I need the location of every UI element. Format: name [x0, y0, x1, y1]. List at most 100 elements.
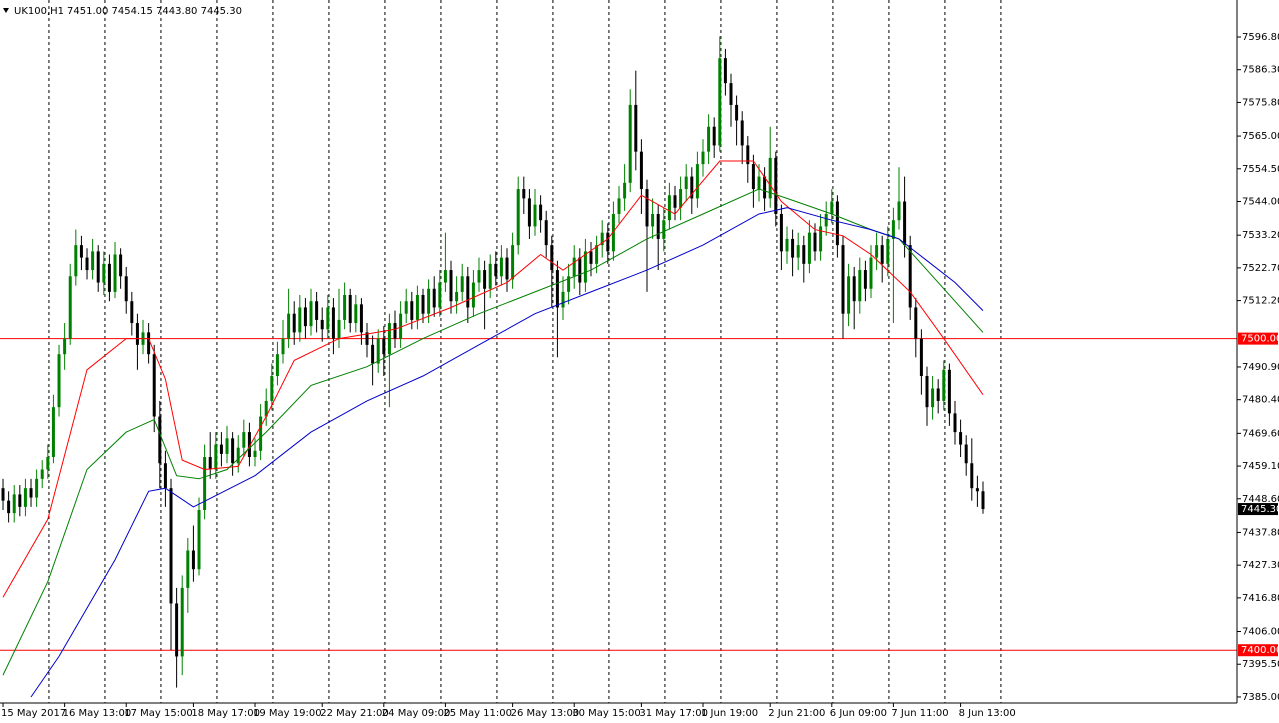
- candle-body: [337, 319, 341, 339]
- x-tick-label: 15 May 2017: [1, 708, 66, 719]
- candle-body: [656, 213, 660, 239]
- candle-body: [113, 254, 117, 292]
- candle-body: [287, 313, 291, 339]
- candle-body: [343, 294, 347, 320]
- y-tick-label: 7480.40: [1242, 395, 1279, 406]
- candle-body: [746, 145, 750, 165]
- candle-body: [835, 201, 839, 246]
- candle-body: [723, 58, 727, 84]
- candle-body: [85, 257, 89, 271]
- candle-body: [410, 301, 414, 320]
- candle-body: [623, 182, 627, 199]
- candle-body: [886, 238, 890, 264]
- candle-body: [701, 151, 705, 165]
- candle-body: [975, 488, 979, 492]
- x-tick-label: 2 Jun 21:00: [768, 708, 825, 719]
- candle-body: [679, 189, 683, 208]
- y-tick-label: 7385.00: [1242, 692, 1279, 703]
- candle-body: [376, 338, 380, 364]
- candle-body: [539, 204, 543, 221]
- candle-body: [925, 376, 929, 408]
- candle-body: [796, 245, 800, 258]
- candle-body: [74, 245, 78, 277]
- candle-body: [572, 257, 576, 277]
- candle-body: [315, 301, 319, 320]
- y-tick-label: 7437.80: [1242, 527, 1279, 538]
- candle-body: [214, 444, 218, 470]
- candle-body: [740, 120, 744, 146]
- candle-body: [483, 270, 487, 289]
- candle-body: [578, 257, 582, 283]
- candle-body: [488, 263, 492, 289]
- candle-body: [393, 323, 397, 339]
- candle-body: [830, 201, 834, 214]
- x-tick-label: 24 May 09:00: [382, 708, 451, 719]
- candle-body: [203, 457, 207, 510]
- candle-body: [79, 245, 83, 258]
- candle-body: [270, 376, 274, 401]
- x-tick-label: 18 May 17:00: [191, 708, 260, 719]
- candle-body: [695, 164, 699, 199]
- candle-body: [247, 432, 251, 458]
- candle-body: [936, 388, 940, 401]
- candle-body: [281, 338, 285, 355]
- y-tick-label: 7427.30: [1242, 560, 1279, 571]
- candle-body: [735, 104, 739, 121]
- candle-body: [427, 288, 431, 314]
- candle-body: [785, 238, 789, 252]
- last-price-label: 7445.30: [1241, 504, 1279, 515]
- level-label: 7400.00: [1241, 645, 1279, 656]
- level-label-box: [1238, 644, 1278, 657]
- candle-body: [768, 157, 772, 199]
- candle-body: [331, 307, 335, 339]
- candle-body: [634, 104, 638, 152]
- y-tick-label: 7406.00: [1242, 627, 1279, 638]
- candle-body: [959, 432, 963, 445]
- candle-body: [942, 369, 946, 401]
- candle-body: [527, 198, 531, 227]
- candle-body: [152, 354, 156, 417]
- candle-body: [880, 245, 884, 264]
- candle-body: [953, 413, 957, 433]
- candle-body: [326, 307, 330, 330]
- candle-body: [757, 176, 761, 190]
- menu-triangle[interactable]: [3, 8, 9, 13]
- candle-body: [617, 198, 621, 214]
- candle-body: [690, 176, 694, 199]
- x-tick-label: 1 Jun 19:00: [701, 708, 758, 719]
- candle-body: [186, 550, 190, 588]
- candle-body: [505, 257, 509, 280]
- candle-body: [774, 157, 778, 214]
- candle-body: [718, 58, 722, 146]
- candle-body: [919, 338, 923, 377]
- candle-body: [387, 323, 391, 355]
- candle-body: [667, 195, 671, 221]
- candle-body: [175, 603, 179, 657]
- x-tick-label: 25 May 11:00: [443, 708, 512, 719]
- y-tick-label: 7490.90: [1242, 362, 1279, 373]
- candle-body: [561, 291, 565, 308]
- candle-body: [763, 176, 767, 199]
- candle-body: [102, 263, 106, 283]
- y-tick-label: 7416.80: [1242, 593, 1279, 604]
- candle-body: [163, 463, 167, 489]
- candle-body: [589, 251, 593, 264]
- candle-body: [236, 447, 240, 464]
- candle-body: [914, 307, 918, 339]
- x-tick-label: 16 May 13:00: [63, 708, 132, 719]
- candle-body: [191, 550, 195, 570]
- candle-body: [455, 291, 459, 302]
- candle-body: [107, 263, 111, 292]
- candle-body: [544, 220, 548, 246]
- y-tick-label: 7512.20: [1242, 296, 1279, 307]
- candle-body: [371, 344, 375, 364]
- y-tick-label: 7448.60: [1242, 494, 1279, 505]
- candle-body: [791, 238, 795, 258]
- y-tick-label: 7596.80: [1242, 32, 1279, 43]
- candle-body: [964, 444, 968, 464]
- candle-body: [729, 83, 733, 105]
- quote: 7451.00 7454.15 7443.80 7445.30: [67, 6, 242, 17]
- candle-body: [712, 126, 716, 146]
- candle-body: [869, 257, 873, 289]
